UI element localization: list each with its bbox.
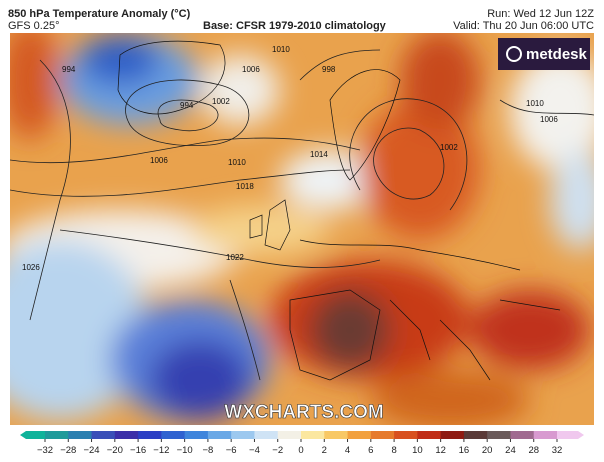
colorbar-segment: [138, 431, 162, 439]
colorbar-segment: [301, 431, 325, 439]
colorbar-segment: [533, 431, 558, 439]
isobar-label: 1026: [22, 263, 40, 272]
colorbar-segment: [231, 431, 255, 439]
colorbar-label: −8: [202, 445, 213, 456]
colorbar-label: 6: [368, 445, 373, 456]
logo-box: [498, 38, 590, 70]
logo-icon: [506, 46, 522, 62]
isobar-label: 1022: [226, 253, 244, 262]
isobar-label: 994: [62, 65, 76, 74]
colorbar-label: 8: [391, 445, 396, 456]
colorbar-segment: [324, 431, 349, 439]
isobar-label: 994: [180, 101, 194, 110]
colorbar-segment: [487, 431, 511, 439]
colorbar-label: −20: [107, 445, 123, 456]
isobar-label: 1010: [272, 45, 290, 54]
colorbar-segment: [417, 431, 442, 439]
colorbar-segment: [463, 431, 488, 439]
colorbar: −32 −28 −24 −20 −16 −12 −10 −8 −6 −4 −2 0 2 4 6 8 10 12 16…: [20, 431, 584, 456]
run: Run: Wed 12 Jun 12Z: [487, 8, 594, 20]
colorbar-segment: [277, 431, 302, 439]
colorbar-label: 28: [528, 445, 539, 456]
colorbar-label: 20: [482, 445, 493, 456]
isobar-label: 1002: [212, 97, 230, 106]
colorbar-label: −28: [60, 445, 76, 456]
colorbar-label: 16: [459, 445, 470, 456]
isobar-label: 1006: [242, 65, 260, 74]
colorbar-label: 24: [505, 445, 516, 456]
colorbar-label: −16: [130, 445, 146, 456]
colorbar-label: 0: [298, 445, 303, 456]
colorbar-segment: [370, 431, 395, 439]
colorbar-label: 4: [345, 445, 350, 456]
colorbar-label: −6: [226, 445, 237, 456]
valid: Valid: Thu 20 Jun 06:00 UTC: [453, 20, 594, 32]
colorbar-label: −10: [177, 445, 193, 456]
colorbar-label: 10: [412, 445, 423, 456]
colorbar-segment: [184, 431, 209, 439]
colorbar-segment: [510, 431, 535, 439]
colorbar-segment: [20, 431, 45, 439]
isobar-label: 1010: [526, 99, 544, 108]
colorbar-label: 12: [435, 445, 446, 456]
colorbar-label: −4: [249, 445, 260, 456]
title: 850 hPa Temperature Anomaly (°C): [8, 8, 191, 20]
isobar-label: 1018: [236, 182, 254, 191]
isobar-label: 1006: [150, 156, 168, 165]
colorbar-segment: [207, 431, 232, 439]
isobar-labels: 994 994 1002 1006 1010 1014 1018 1022 1026 998 100…: [22, 45, 558, 272]
colorbar-segment: [394, 431, 418, 439]
colorbar-segment: [440, 431, 465, 439]
watermark: WXCHARTS.COM: [224, 402, 383, 423]
colorbar-segment: [45, 431, 69, 439]
isobar-label: 1002: [440, 143, 458, 152]
colorbar-segment: [91, 431, 116, 439]
colorbar-label: −12: [153, 445, 169, 456]
base: Base: CFSR 1979-2010 climatology: [203, 20, 387, 32]
colorbar-label: −24: [83, 445, 99, 456]
colorbar-label: 2: [322, 445, 327, 456]
model: GFS 0.25°: [8, 20, 59, 32]
isobar-label: 1010: [228, 158, 246, 167]
colorbar-segment: [347, 431, 372, 439]
isobar-label: 998: [322, 65, 336, 74]
colorbar-label: −2: [272, 445, 283, 456]
colorbar-label: 32: [552, 445, 563, 456]
colorbar-segment: [68, 431, 93, 439]
colorbar-segment: [557, 431, 584, 439]
isobar-label: 1006: [540, 115, 558, 124]
colorbar-segment: [161, 431, 186, 439]
colorbar-segment: [114, 431, 139, 439]
colorbar-label: −32: [37, 445, 53, 456]
map: [10, 33, 594, 425]
colorbar-segment: [254, 431, 279, 439]
logo: metdesk: [526, 46, 588, 63]
isobar-label: 1014: [310, 150, 328, 159]
